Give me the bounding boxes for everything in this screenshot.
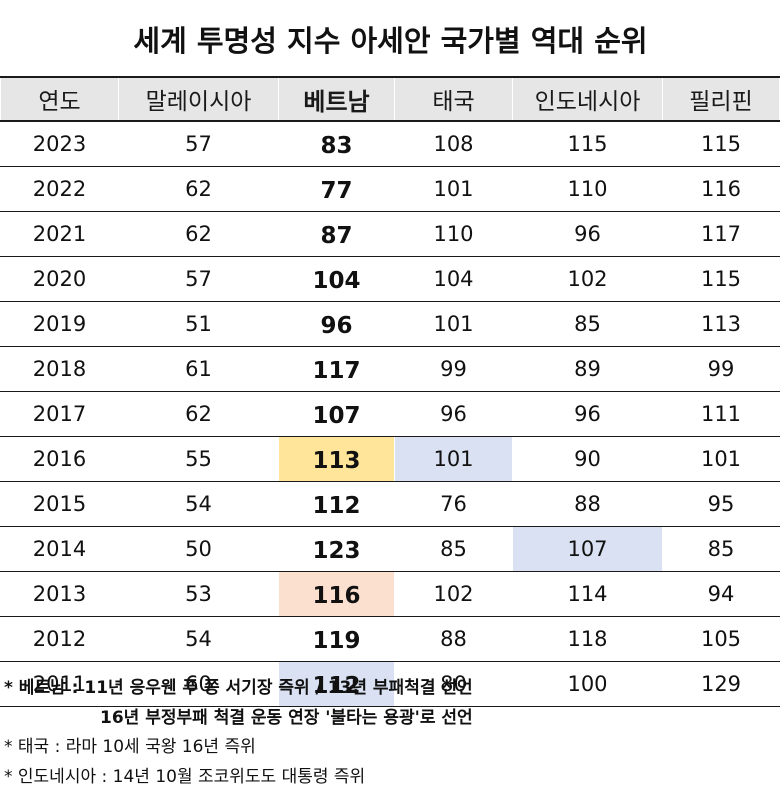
cell-indonesia: 89 — [513, 347, 663, 392]
cell-philippines: 117 — [663, 212, 780, 257]
table-row: 2020 57 104 104 102 115 — [1, 257, 780, 302]
cell-thailand: 96 — [395, 392, 513, 437]
cell-vietnam: 104 — [279, 257, 395, 302]
ranking-table: 연도 말레이시아 베트남 태국 인도네시아 필리핀 2023 57 83 108… — [0, 76, 780, 707]
cell-malaysia: 62 — [119, 212, 279, 257]
cell-thailand: 108 — [395, 121, 513, 167]
cell-vietnam: 112 — [279, 482, 395, 527]
table-row: 2018 61 117 99 89 99 — [1, 347, 780, 392]
cell-malaysia: 50 — [119, 527, 279, 572]
cell-malaysia: 62 — [119, 392, 279, 437]
cell-indonesia: 110 — [513, 167, 663, 212]
cell-vietnam: 117 — [279, 347, 395, 392]
cell-year: 2016 — [1, 437, 119, 482]
cell-year: 2012 — [1, 617, 119, 662]
table-row: 2022 62 77 101 110 116 — [1, 167, 780, 212]
page-title: 세계 투명성 지수 아세안 국가별 역대 순위 — [0, 18, 781, 60]
cell-year: 2018 — [1, 347, 119, 392]
cell-year: 2019 — [1, 302, 119, 347]
cell-indonesia: 118 — [513, 617, 663, 662]
cell-indonesia: 85 — [513, 302, 663, 347]
cell-vietnam: 77 — [279, 167, 395, 212]
cell-philippines: 95 — [663, 482, 780, 527]
cell-philippines: 115 — [663, 257, 780, 302]
cell-thailand: 85 — [395, 527, 513, 572]
table-row: 2017 62 107 96 96 111 — [1, 392, 780, 437]
footnotes: * 베트남 : 11년 응우웬 푸 쫑 서기장 즉위 / 13년 부패척결 선언… — [4, 674, 774, 792]
cell-thailand: 99 — [395, 347, 513, 392]
cell-vietnam: 96 — [279, 302, 395, 347]
note-vietnam: * 베트남 : 11년 응우웬 푸 쫑 서기장 즉위 / 13년 부패척결 선언 — [4, 674, 774, 704]
cell-malaysia: 53 — [119, 572, 279, 617]
header-vietnam: 베트남 — [279, 77, 395, 121]
cell-thailand: 88 — [395, 617, 513, 662]
cell-malaysia: 57 — [119, 121, 279, 167]
table-row: 2012 54 119 88 118 105 — [1, 617, 780, 662]
cell-philippines: 111 — [663, 392, 780, 437]
cell-year: 2020 — [1, 257, 119, 302]
cell-year: 2023 — [1, 121, 119, 167]
cell-malaysia: 54 — [119, 482, 279, 527]
cell-thailand: 101 — [395, 167, 513, 212]
table-row: 2015 54 112 76 88 95 — [1, 482, 780, 527]
cell-year: 2014 — [1, 527, 119, 572]
note-vietnam-continued: 16년 부정부패 척결 운동 연장 '불타는 용광'로 선언 — [4, 704, 774, 734]
cell-indonesia: 115 — [513, 121, 663, 167]
cell-year: 2015 — [1, 482, 119, 527]
cell-indonesia: 114 — [513, 572, 663, 617]
cell-thailand-highlighted: 101 — [395, 437, 513, 482]
cell-thailand: 110 — [395, 212, 513, 257]
cell-year: 2021 — [1, 212, 119, 257]
header-year: 연도 — [1, 77, 119, 121]
table-row: 2014 50 123 85 107 85 — [1, 527, 780, 572]
cell-thailand: 101 — [395, 302, 513, 347]
cell-philippines: 116 — [663, 167, 780, 212]
header-thailand: 태국 — [395, 77, 513, 121]
cell-malaysia: 62 — [119, 167, 279, 212]
cell-vietnam-highlighted: 113 — [279, 437, 395, 482]
cell-indonesia: 102 — [513, 257, 663, 302]
cell-year: 2022 — [1, 167, 119, 212]
cell-malaysia: 54 — [119, 617, 279, 662]
cell-indonesia-highlighted: 107 — [513, 527, 663, 572]
cell-thailand: 104 — [395, 257, 513, 302]
header-philippines: 필리핀 — [663, 77, 780, 121]
cell-year: 2013 — [1, 572, 119, 617]
table-row: 2016 55 113 101 90 101 — [1, 437, 780, 482]
cell-malaysia: 55 — [119, 437, 279, 482]
cell-philippines: 115 — [663, 121, 780, 167]
cell-thailand: 76 — [395, 482, 513, 527]
cell-philippines: 85 — [663, 527, 780, 572]
note-indonesia: * 인도네시아 : 14년 10월 조코위도도 대통령 즉위 — [4, 763, 774, 792]
cell-indonesia: 88 — [513, 482, 663, 527]
cell-philippines: 99 — [663, 347, 780, 392]
note-thailand: * 태국 : 라마 10세 국왕 16년 즉위 — [4, 733, 774, 763]
header-indonesia: 인도네시아 — [513, 77, 663, 121]
table-row: 2023 57 83 108 115 115 — [1, 121, 780, 167]
cell-thailand: 102 — [395, 572, 513, 617]
cell-philippines: 101 — [663, 437, 780, 482]
cell-malaysia: 51 — [119, 302, 279, 347]
cell-vietnam: 83 — [279, 121, 395, 167]
cell-vietnam: 123 — [279, 527, 395, 572]
cell-philippines: 113 — [663, 302, 780, 347]
cell-malaysia: 57 — [119, 257, 279, 302]
cell-year: 2017 — [1, 392, 119, 437]
cell-vietnam: 87 — [279, 212, 395, 257]
cell-malaysia: 61 — [119, 347, 279, 392]
cell-indonesia: 90 — [513, 437, 663, 482]
table-row: 2013 53 116 102 114 94 — [1, 572, 780, 617]
table-row: 2021 62 87 110 96 117 — [1, 212, 780, 257]
cell-indonesia: 96 — [513, 212, 663, 257]
table-header-row: 연도 말레이시아 베트남 태국 인도네시아 필리핀 — [1, 77, 780, 121]
header-malaysia: 말레이시아 — [119, 77, 279, 121]
table-row: 2019 51 96 101 85 113 — [1, 302, 780, 347]
cell-philippines: 105 — [663, 617, 780, 662]
cell-vietnam: 119 — [279, 617, 395, 662]
cell-vietnam-highlighted: 116 — [279, 572, 395, 617]
cell-philippines: 94 — [663, 572, 780, 617]
cell-vietnam: 107 — [279, 392, 395, 437]
cell-indonesia: 96 — [513, 392, 663, 437]
